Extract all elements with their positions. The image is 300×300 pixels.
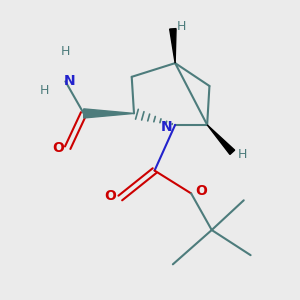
Text: O: O bbox=[52, 141, 64, 155]
Polygon shape bbox=[170, 28, 176, 63]
Text: H: H bbox=[40, 84, 50, 97]
Text: H: H bbox=[238, 148, 247, 161]
Text: O: O bbox=[195, 184, 207, 198]
Polygon shape bbox=[84, 109, 134, 118]
Polygon shape bbox=[207, 125, 235, 154]
Text: H: H bbox=[61, 45, 70, 58]
Text: O: O bbox=[104, 189, 116, 203]
Text: H: H bbox=[176, 20, 186, 33]
Text: N: N bbox=[63, 74, 75, 88]
Text: N: N bbox=[161, 120, 173, 134]
